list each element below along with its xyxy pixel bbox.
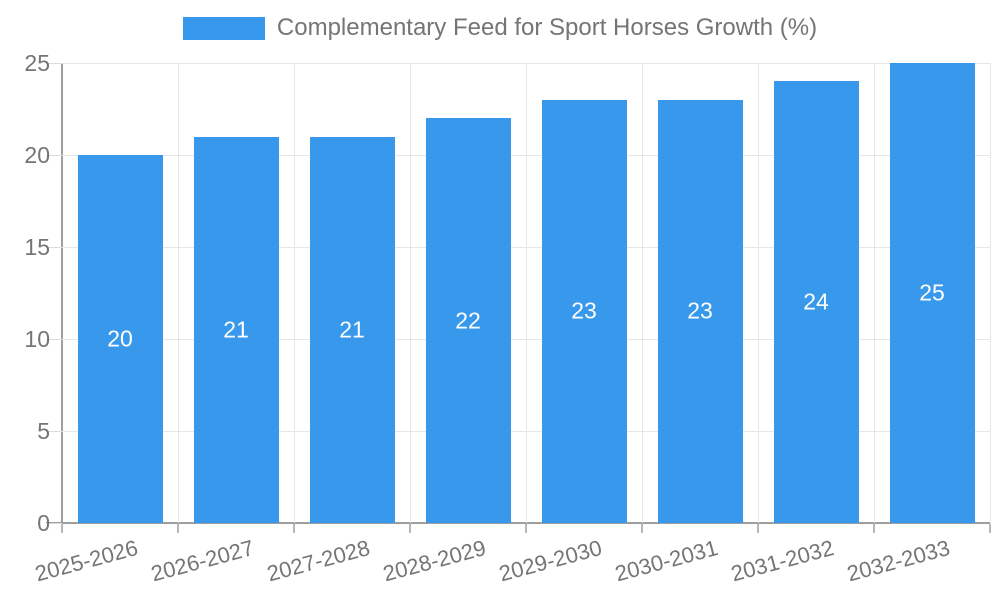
bar[interactable]: 23	[657, 99, 743, 523]
bar-value-label: 24	[803, 288, 829, 315]
x-tick-mark	[989, 524, 991, 533]
x-gridline	[757, 63, 759, 523]
x-gridline	[293, 63, 295, 523]
y-tick-mark	[46, 338, 62, 340]
x-axis-baseline	[46, 522, 990, 524]
bar[interactable]: 20	[77, 155, 163, 523]
plot-area: 20 21 21 22 23 23 24 25	[46, 62, 991, 533]
y-tick-label: 0	[37, 510, 50, 536]
bar-value-label: 25	[919, 279, 945, 306]
x-gridline	[989, 63, 991, 523]
bar-value-label: 22	[455, 307, 481, 334]
bar-value-label: 20	[107, 325, 133, 352]
y-tick-mark	[46, 154, 62, 156]
x-tick-mark	[525, 524, 527, 533]
x-tick-mark	[757, 524, 759, 533]
bar[interactable]: 21	[309, 136, 395, 523]
x-gridline	[177, 63, 179, 523]
y-tick-mark	[46, 246, 62, 248]
y-tick-label: 10	[24, 326, 50, 352]
bar-value-label: 23	[571, 297, 597, 324]
legend-label: Complementary Feed for Sport Horses Grow…	[276, 14, 818, 41]
y-tick-label: 25	[24, 50, 50, 76]
bar[interactable]: 22	[425, 118, 511, 523]
x-gridline	[409, 63, 411, 523]
bar[interactable]: 23	[541, 99, 627, 523]
y-tick-mark	[46, 62, 62, 64]
bar[interactable]: 25	[889, 63, 975, 523]
y-tick-label: 15	[24, 234, 50, 260]
x-tick-mark	[293, 524, 295, 533]
legend-swatch	[182, 16, 265, 40]
bar-value-label: 23	[687, 297, 713, 324]
x-gridline	[873, 63, 875, 523]
bar-value-label: 21	[339, 316, 365, 343]
chart-legend[interactable]: Complementary Feed for Sport Horses Grow…	[0, 14, 1000, 42]
x-tick-mark	[873, 524, 875, 533]
y-axis-line	[61, 63, 63, 523]
bar-value-label: 21	[223, 316, 249, 343]
x-gridline	[641, 63, 643, 523]
y-tick-mark	[46, 522, 62, 524]
x-tick-mark	[177, 524, 179, 533]
y-tick-label: 5	[37, 418, 50, 444]
x-tick-mark	[641, 524, 643, 533]
x-tick-mark	[409, 524, 411, 533]
bar[interactable]: 24	[773, 81, 859, 523]
x-gridline	[525, 63, 527, 523]
y-tick-mark	[46, 430, 62, 432]
y-tick-label: 20	[24, 142, 50, 168]
x-tick-mark	[61, 524, 63, 533]
bar[interactable]: 21	[193, 136, 279, 523]
